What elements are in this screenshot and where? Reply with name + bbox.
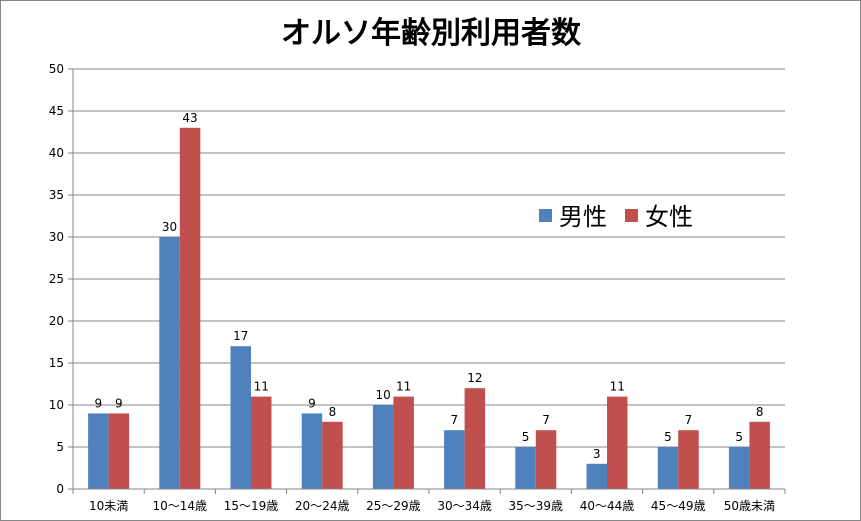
x-tick-label: 45～49歳 xyxy=(651,499,706,513)
x-tick-label: 10～14歳 xyxy=(153,499,208,513)
y-tick-label: 50 xyxy=(49,62,64,76)
bar-female xyxy=(251,396,272,489)
y-tick-label: 40 xyxy=(49,146,64,160)
data-label: 8 xyxy=(756,405,764,419)
bar-female xyxy=(749,421,770,489)
bars xyxy=(88,127,770,490)
x-tick-label: 30～34歳 xyxy=(437,499,492,513)
legend: 男性 女性 xyxy=(539,203,693,231)
bar-male xyxy=(230,346,251,489)
data-label: 8 xyxy=(329,405,337,419)
bar-female xyxy=(322,421,343,489)
data-label: 3 xyxy=(593,447,601,461)
data-label: 9 xyxy=(308,396,316,410)
legend-label: 女性 xyxy=(645,203,693,231)
y-tick-label: 10 xyxy=(49,398,64,412)
data-label: 7 xyxy=(451,413,459,427)
data-label: 11 xyxy=(254,380,269,394)
x-tick-label: 20～24歳 xyxy=(295,499,350,513)
y-tick-label: 45 xyxy=(49,104,64,118)
data-label: 7 xyxy=(685,413,693,427)
data-label: 10 xyxy=(376,388,391,402)
data-label: 9 xyxy=(95,396,103,410)
y-tick-label: 0 xyxy=(56,482,64,496)
y-tick-label: 25 xyxy=(49,272,64,286)
x-tick-label: 15～19歳 xyxy=(224,499,279,513)
x-tick-label: 25～29歳 xyxy=(366,499,421,513)
data-label: 11 xyxy=(396,380,411,394)
data-label: 30 xyxy=(162,220,177,234)
chart-title: オルソ年齢別利用者数 xyxy=(281,16,582,51)
y-tick-label: 20 xyxy=(49,314,64,328)
y-tick-label: 30 xyxy=(49,230,64,244)
y-tick-label: 35 xyxy=(49,188,64,202)
x-tick-label: 50歳未満 xyxy=(724,499,775,513)
bar-female xyxy=(108,413,130,489)
data-label: 7 xyxy=(542,413,550,427)
legend-swatch xyxy=(539,209,552,222)
data-label: 11 xyxy=(610,380,625,394)
data-label: 12 xyxy=(467,371,482,385)
bar-male xyxy=(657,447,679,489)
bar-male xyxy=(301,413,323,489)
data-label: 5 xyxy=(664,430,672,444)
bar-male xyxy=(728,447,750,489)
bar-male xyxy=(159,237,180,489)
data-label: 17 xyxy=(233,329,248,343)
bar-female xyxy=(464,388,486,489)
bar-male xyxy=(88,413,109,489)
bar-female xyxy=(607,396,628,489)
legend-label: 男性 xyxy=(559,203,607,231)
data-label: 5 xyxy=(522,430,530,444)
y-tick-label: 5 xyxy=(56,440,64,454)
y-tick-label: 15 xyxy=(49,356,64,370)
bar-male xyxy=(586,463,607,489)
bar-female xyxy=(535,430,557,489)
x-tick-label: 10未満 xyxy=(89,499,128,513)
x-tick-label: 40～44歳 xyxy=(580,499,635,513)
data-label: 5 xyxy=(735,430,743,444)
data-label: 43 xyxy=(182,111,197,125)
legend-swatch xyxy=(625,209,638,222)
bar-female xyxy=(678,430,699,489)
bar-male xyxy=(372,405,394,489)
bar-male xyxy=(515,447,536,489)
bar-female xyxy=(179,127,201,490)
data-label: 9 xyxy=(115,396,123,410)
x-tick-label: 35～39歳 xyxy=(509,499,564,513)
bar-male xyxy=(444,430,465,489)
bar-female xyxy=(393,396,414,489)
